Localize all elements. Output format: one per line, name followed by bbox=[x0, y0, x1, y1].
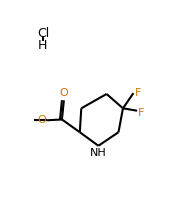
Text: NH: NH bbox=[90, 147, 107, 157]
Text: H: H bbox=[37, 38, 47, 51]
Text: O: O bbox=[60, 87, 68, 97]
Text: F: F bbox=[138, 107, 145, 117]
Text: F: F bbox=[135, 87, 141, 97]
Text: O: O bbox=[38, 115, 46, 125]
Text: Cl: Cl bbox=[37, 27, 50, 40]
